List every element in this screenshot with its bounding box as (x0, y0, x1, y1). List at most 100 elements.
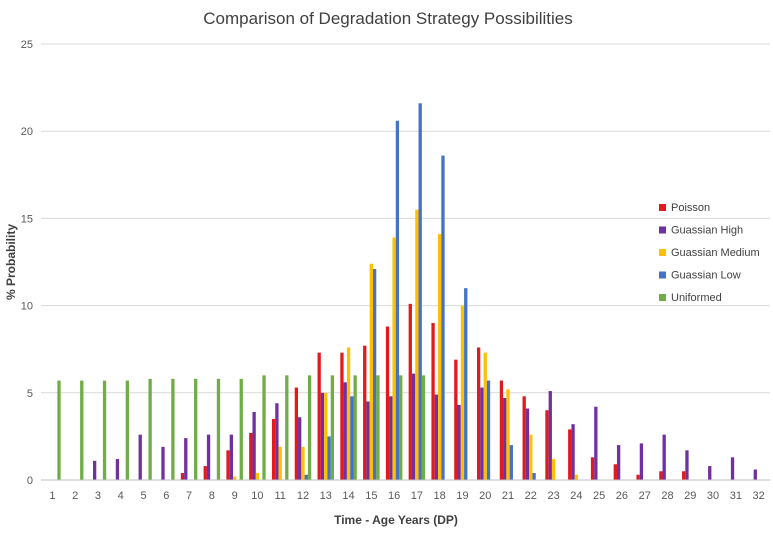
bar-guassian-high (389, 396, 393, 480)
bar-guassian-medium (483, 352, 487, 480)
bar-guassian-high (548, 391, 552, 480)
bar-guassian-high (616, 445, 621, 480)
x-tick-label: 3 (95, 490, 101, 502)
bar-uniformed (194, 378, 198, 480)
x-tick-label: 5 (140, 490, 146, 502)
y-tick-label: 5 (27, 388, 33, 400)
bar-poisson (226, 450, 230, 480)
x-tick-label: 14 (342, 490, 354, 502)
x-tick-label: 1 (49, 490, 55, 502)
x-tick-label: 31 (730, 490, 742, 502)
legend-swatch (659, 271, 666, 279)
bar-guassian-high (366, 401, 370, 480)
bar-guassian-high (93, 460, 97, 480)
x-tick-label: 10 (251, 490, 263, 502)
bar-poisson (294, 387, 299, 480)
x-tick-label: 25 (593, 490, 605, 502)
bar-poisson (636, 474, 640, 480)
bar-guassian-high (525, 408, 530, 480)
bar-guassian-medium (346, 347, 351, 480)
bar-poisson (340, 352, 344, 480)
bar-guassian-high (571, 424, 575, 480)
bar-uniformed (102, 380, 107, 480)
y-tick-label: 0 (27, 475, 33, 487)
bar-guassian-high (115, 459, 120, 480)
bar-poisson (408, 303, 412, 480)
bar-guassian-high (708, 466, 712, 480)
bar-guassian-medium (529, 434, 533, 480)
bar-guassian-medium (574, 474, 579, 480)
x-tick-label: 6 (163, 490, 169, 502)
legend-label: Guassian High (671, 225, 743, 237)
legend-label: Guassian Medium (671, 247, 760, 259)
gridlines (41, 43, 770, 394)
y-tick-label: 25 (21, 39, 33, 51)
bar-guassian-high (594, 406, 598, 480)
bar-uniformed (307, 375, 312, 480)
x-tick-label: 21 (502, 490, 514, 502)
bar-guassian-high (275, 403, 279, 480)
bar-guassian-low (372, 268, 377, 480)
bar-uniformed (353, 375, 357, 480)
x-tick-label: 8 (209, 490, 215, 502)
bar-guassian-medium (232, 476, 237, 480)
x-tick-label: 27 (639, 490, 651, 502)
bar-guassian-low (441, 155, 445, 480)
x-tick-label: 28 (661, 490, 673, 502)
bar-guassian-high (298, 417, 302, 480)
bar-guassian-low (418, 103, 422, 481)
bar-guassian-low (486, 380, 491, 480)
bar-guassian-high (753, 469, 757, 480)
bar-poisson (522, 396, 526, 480)
bar-poisson (590, 457, 595, 480)
x-tick-label: 15 (365, 490, 377, 502)
bar-poisson (249, 432, 253, 480)
bar-uniformed (399, 375, 403, 480)
legend-swatch (659, 249, 666, 256)
x-tick-label: 2 (72, 490, 78, 502)
bar-guassian-low (304, 474, 308, 480)
bar-guassian-high (138, 434, 142, 480)
bar-uniformed (421, 375, 426, 480)
bar-poisson (203, 466, 207, 480)
x-tick-label: 19 (456, 490, 468, 502)
bar-guassian-high (480, 387, 484, 480)
legend-swatch (659, 204, 666, 211)
bar-poisson (431, 323, 435, 480)
y-axis-title: % Probability (4, 224, 18, 300)
bar-poisson (454, 359, 458, 480)
x-tick-label: 22 (525, 490, 537, 502)
bar-guassian-high (434, 394, 439, 480)
bar-poisson (271, 418, 276, 480)
bar-uniformed (239, 378, 243, 480)
x-tick-label: 16 (388, 490, 400, 502)
bar-guassian-medium (460, 305, 465, 480)
x-tick-label: 11 (274, 490, 285, 502)
bar-guassian-high (685, 450, 689, 480)
bar-uniformed (148, 378, 152, 480)
bar-guassian-medium (301, 446, 305, 480)
legend-label: Poisson (671, 202, 710, 214)
x-tick-label: 18 (434, 490, 446, 502)
bar-guassian-high (161, 446, 165, 480)
bar-guassian-medium (506, 389, 510, 480)
x-tick-label: 9 (232, 490, 238, 502)
bar-guassian-medium (392, 237, 396, 480)
bar-uniformed (125, 380, 129, 480)
chart-title: Comparison of Degradation Strategy Possi… (203, 9, 572, 28)
bar-guassian-low (395, 120, 400, 481)
bar-poisson (363, 345, 367, 480)
bar-guassian-high (662, 434, 666, 480)
bar-uniformed (80, 380, 84, 480)
bar-poisson (682, 471, 686, 480)
bar-poisson (476, 347, 481, 480)
bar-guassian-medium (551, 459, 556, 480)
bar-uniformed (330, 375, 335, 480)
legend-label: Uniformed (671, 292, 722, 304)
bar-poisson (545, 410, 549, 480)
bar-guassian-high (229, 434, 233, 480)
x-axis-title: Time - Age Years (DP) (334, 513, 458, 527)
x-tick-label: 20 (479, 490, 491, 502)
